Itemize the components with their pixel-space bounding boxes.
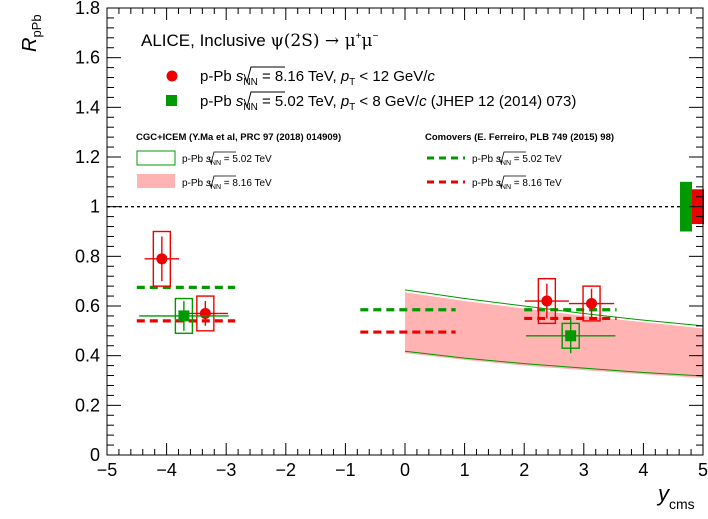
y-tick-label: 1.6 (75, 48, 100, 68)
x-tick-label: 4 (638, 460, 648, 480)
legend-title-sup: + (356, 31, 362, 42)
y-axis-title: RpPb (19, 14, 44, 52)
legend-cgc-502-swatch (136, 150, 176, 166)
global-uncertainty-0 (680, 181, 692, 232)
legend-entry-502-nn: NN (243, 102, 257, 113)
x-axis-title: ycms (656, 481, 695, 512)
legend-comovers-816: p-Pb sNN = 8.16 TeV (472, 178, 562, 191)
legend-entry-502-ref: (JHEP 12 (2014) 073) (427, 93, 577, 110)
legend-comovers-502-sqrt (498, 151, 526, 165)
x-tick-label: −1 (335, 460, 356, 480)
y-tick-label: 0.2 (75, 395, 100, 415)
legend-cgc-816-val: = 8.16 TeV (221, 178, 272, 189)
legend-entry-816-pre: p-Pb (200, 68, 236, 85)
y-tick-label: 0.6 (75, 296, 100, 316)
x-tick-label: 5 (698, 460, 708, 480)
legend-entry-816-energy: = 8.16 TeV, (258, 68, 341, 85)
legend-marker-502 (166, 95, 177, 106)
legend-comovers-502-val: = 5.02 TeV (511, 154, 562, 165)
legend-entry-502-p: p (340, 93, 349, 110)
legend-entry-502: p-Pb sNN = 5.02 TeV, pT < 8 GeV/c (JHEP … (200, 93, 576, 113)
legend-title-prefix: ALICE, Inclusive (141, 31, 270, 50)
legend-cgc-502-s: s (206, 154, 211, 165)
legend-cgc-816-swatch (137, 174, 175, 188)
legend-entry-502-s: s (236, 93, 244, 110)
point-502-1 (565, 330, 577, 342)
y-tick-label: 0 (90, 445, 100, 465)
legend-comovers-502-nn: NN (501, 160, 511, 167)
legend-entry-502-energy: = 5.02 TeV, (258, 93, 341, 110)
legend-comovers-816-pre: p-Pb (472, 178, 496, 189)
legend-comovers-502-s: s (496, 154, 501, 165)
legend-marker-816 (166, 70, 178, 82)
x-tick-label: 2 (519, 460, 529, 480)
legend-comovers-502-pre: p-Pb (472, 154, 496, 165)
y-tick-label: 1.8 (75, 0, 100, 18)
x-tick-label: −5 (97, 460, 118, 480)
y-tick-label: 0.4 (75, 346, 100, 366)
legend-entry-502-cut: < 8 GeV/ (355, 93, 420, 110)
axes-layer: −5 −4 −3 −2 −1 0 1 2 3 4 5 0 0.2 0.4 0.6 0.8 1 1.2 1.4 1.6 1… (75, 0, 708, 480)
legend-cgc-502-pre: p-Pb (182, 154, 206, 165)
legend-sqrt-816 (243, 66, 285, 84)
x-tick-label: −3 (216, 460, 237, 480)
legend-title: ALICE, Inclusive ψ(2S) → μ+μ− (141, 31, 379, 51)
y-tick-label: 1 (90, 197, 100, 217)
x-tick-label: 3 (579, 460, 589, 480)
legend-title-sup2: − (373, 31, 379, 42)
legend-cgc-816-nn: NN (211, 184, 221, 191)
point-816-2 (541, 295, 553, 307)
y-axis-title-sub: pPb (29, 14, 44, 37)
legend-title-psi: ψ(2S) → μ (270, 31, 355, 51)
legend-cgc-816-sqrt (208, 175, 236, 189)
legend-comovers-502: p-Pb sNN = 5.02 TeV (472, 154, 562, 167)
legend-comovers-816-val: = 8.16 TeV (511, 178, 562, 189)
legend-entry-816-nn: NN (243, 77, 257, 88)
legend-cgc-502-nn: NN (211, 160, 221, 167)
legend-comovers-816-nn: NN (501, 184, 511, 191)
legend-entry-816-s: s (236, 68, 244, 85)
legend-cgc-502-sqrt (208, 151, 236, 165)
legend-title-mu2: μ (361, 31, 372, 51)
legend-cgc-816: p-Pb sNN = 8.16 TeV (182, 178, 272, 191)
legend-entry-816: p-Pb sNN = 8.16 TeV, pT < 12 GeV/c (200, 68, 435, 88)
y-tick-label: 1.2 (75, 147, 100, 167)
legend-entry-502-psub: T (349, 102, 355, 113)
point-502-0 (178, 310, 190, 322)
x-tick-label: 1 (460, 460, 470, 480)
legend-entry-816-c: c (427, 68, 435, 85)
legend-entry-502-c: c (419, 93, 427, 110)
y-tick-label: 0.8 (75, 246, 100, 266)
legend-cgc-816-pre: p-Pb (182, 178, 206, 189)
legend-comovers-816-sqrt (498, 175, 526, 189)
legend-entry-816-psub: T (349, 77, 355, 88)
legend-comovers-title: Comovers (E. Ferreiro, PLB 749 (2015) 98… (425, 132, 614, 143)
legend-comovers-816-s: s (496, 178, 501, 189)
point-816-1 (199, 307, 211, 319)
y-tick-label: 1.4 (75, 97, 100, 117)
x-tick-label: −2 (276, 460, 297, 480)
point-816-0 (156, 253, 168, 265)
x-tick-label: −4 (156, 460, 177, 480)
y-axis-title-R: R (19, 38, 41, 52)
point-816-3 (586, 298, 598, 310)
legend-entry-816-cut: < 12 GeV/ (355, 68, 428, 85)
cgc-band-502-lower (404, 350, 704, 377)
legend-cgc-502: p-Pb sNN = 5.02 TeV (182, 154, 272, 167)
x-axis-title-sub: cms (669, 496, 695, 512)
legend-cgc-502-val: = 5.02 TeV (221, 154, 272, 165)
x-axis-title-y: y (656, 481, 671, 506)
data-points-layer (139, 230, 616, 354)
legend-entry-502-pre: p-Pb (200, 93, 236, 110)
legend-cgc-816-s: s (206, 178, 211, 189)
x-tick-label: 0 (400, 460, 410, 480)
legend-cgc-title: CGC+ICEM (Y.Ma et al, PRC 97 (2018) 0149… (136, 132, 341, 143)
legend-entry-816-p: p (340, 68, 349, 85)
legend-sqrt-502 (243, 91, 285, 109)
